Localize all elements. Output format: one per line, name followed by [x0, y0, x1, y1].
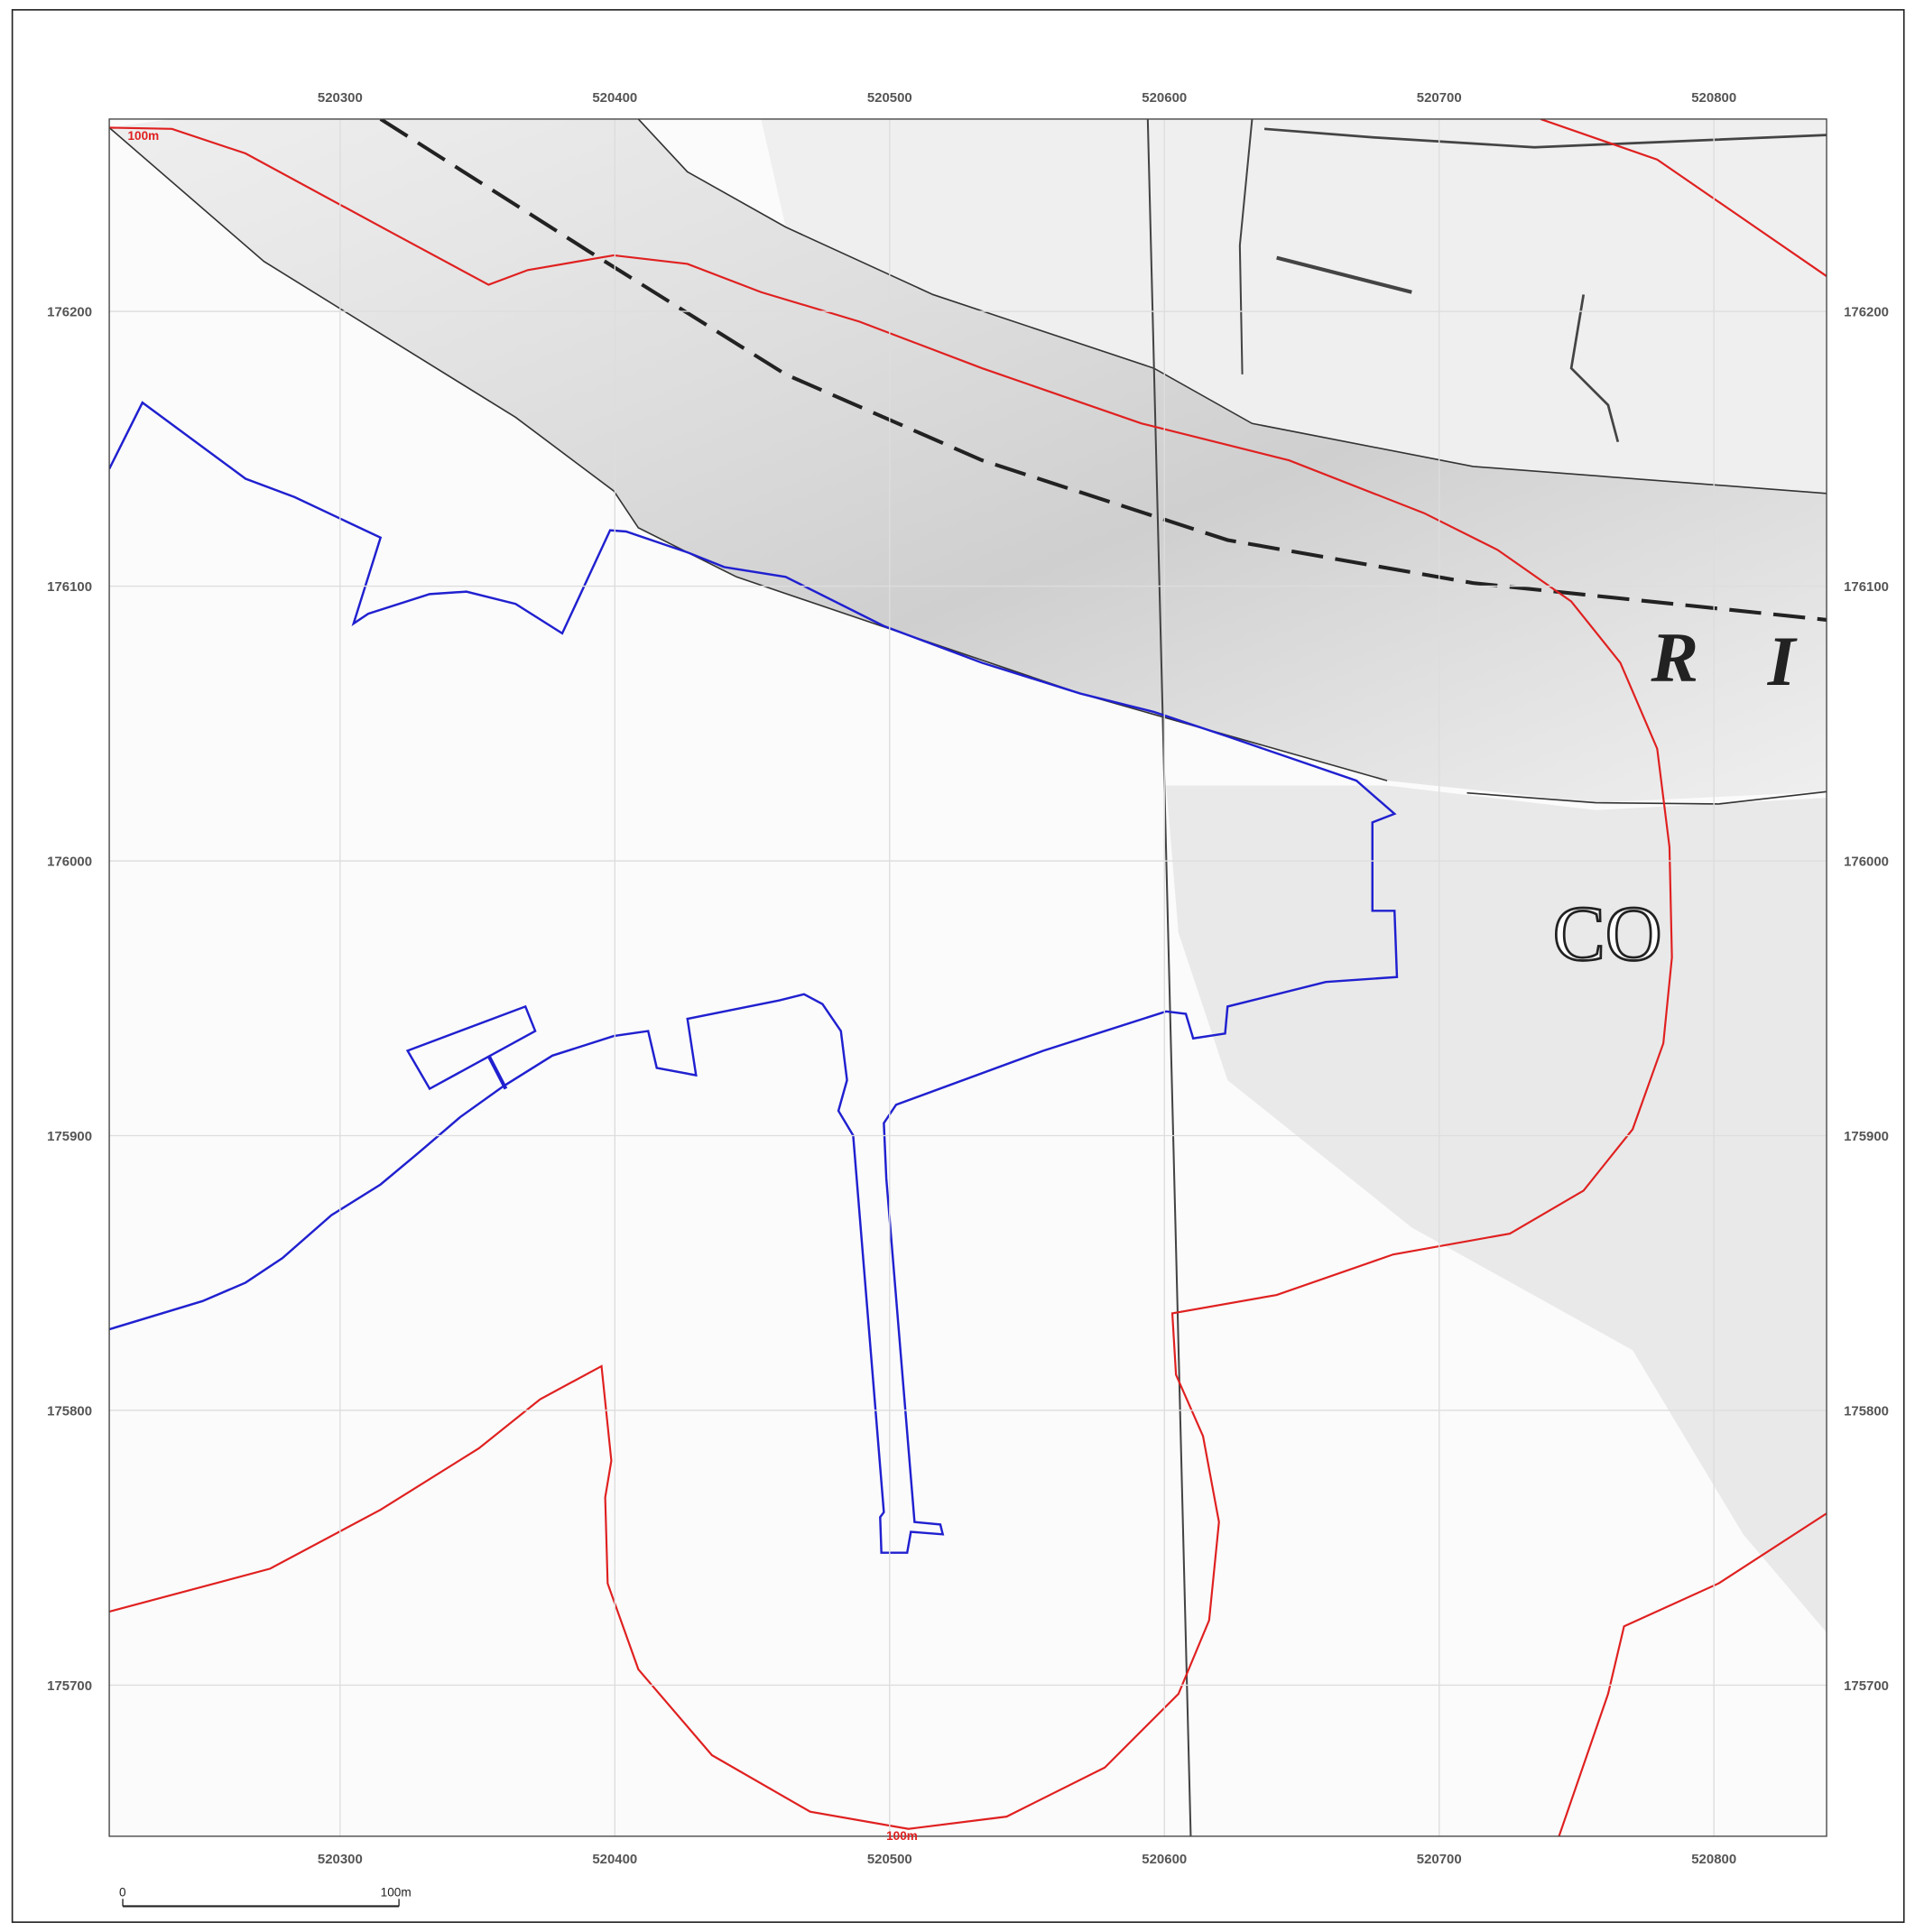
y-tick-label: 175700 — [1844, 1678, 1889, 1694]
river-bank — [109, 126, 1388, 781]
y-tick-label: 176100 — [1844, 579, 1889, 595]
x-tick-label: 520300 — [318, 1852, 363, 1867]
y-tick-label: 175800 — [47, 1403, 92, 1419]
y-tick-label: 175800 — [1844, 1403, 1889, 1419]
x-tick-label: 520300 — [318, 90, 363, 106]
map-body: R I CO — [109, 118, 1827, 1836]
x-tick-label: 520700 — [1417, 1852, 1462, 1867]
site-outline — [405, 1004, 537, 1091]
x-tick-label: 520800 — [1691, 90, 1736, 106]
place-label: CO — [1553, 890, 1662, 977]
y-tick-label: 175900 — [1844, 1129, 1889, 1144]
hedge — [1263, 127, 1827, 149]
buffer-label: 100m — [127, 129, 159, 143]
site-outline — [486, 1054, 508, 1090]
y-tick-label: 176200 — [47, 305, 92, 320]
x-tick-label: 520400 — [592, 90, 637, 106]
river-letter: R — [1651, 619, 1699, 698]
marsh-area — [761, 118, 1827, 494]
track — [1238, 118, 1254, 374]
buffer-label: 100m — [886, 1829, 918, 1843]
river-letter: I — [1767, 623, 1798, 701]
river-bank — [637, 118, 1827, 495]
boundary-line — [1146, 118, 1192, 1836]
scale-label: 100m — [381, 1886, 412, 1900]
y-tick-label: 176000 — [47, 854, 92, 869]
y-tick-label: 176200 — [1844, 305, 1889, 320]
y-tick-label: 176100 — [47, 579, 92, 595]
site-outline — [109, 401, 1399, 1554]
stream — [1569, 294, 1620, 443]
x-tick-label: 520400 — [592, 1852, 637, 1867]
y-tick-label: 176000 — [1844, 854, 1889, 869]
y-tick-label: 175700 — [47, 1678, 92, 1694]
x-tick-label: 520700 — [1417, 90, 1462, 106]
y-tick-label: 175900 — [47, 1129, 92, 1144]
x-tick-label: 520500 — [867, 90, 912, 106]
channel-line — [379, 118, 1827, 622]
stain-wash — [1166, 785, 1827, 1633]
map-frame — [108, 118, 1827, 1837]
drain — [1276, 255, 1412, 294]
river-bank — [1466, 790, 1827, 805]
x-tick-label: 520600 — [1142, 90, 1187, 106]
x-tick-label: 520600 — [1142, 1852, 1187, 1867]
buffer-line — [109, 126, 1673, 1830]
buffer-line — [1540, 118, 1827, 277]
scale-label: 0 — [119, 1886, 126, 1900]
river-band — [109, 118, 1827, 803]
x-tick-label: 520500 — [867, 1852, 912, 1867]
grid: 520300 520300 520400 520400 520500 520500 5206… — [47, 90, 1889, 1867]
x-tick-label: 520800 — [1691, 1852, 1736, 1867]
buffer-line — [1558, 1512, 1827, 1836]
